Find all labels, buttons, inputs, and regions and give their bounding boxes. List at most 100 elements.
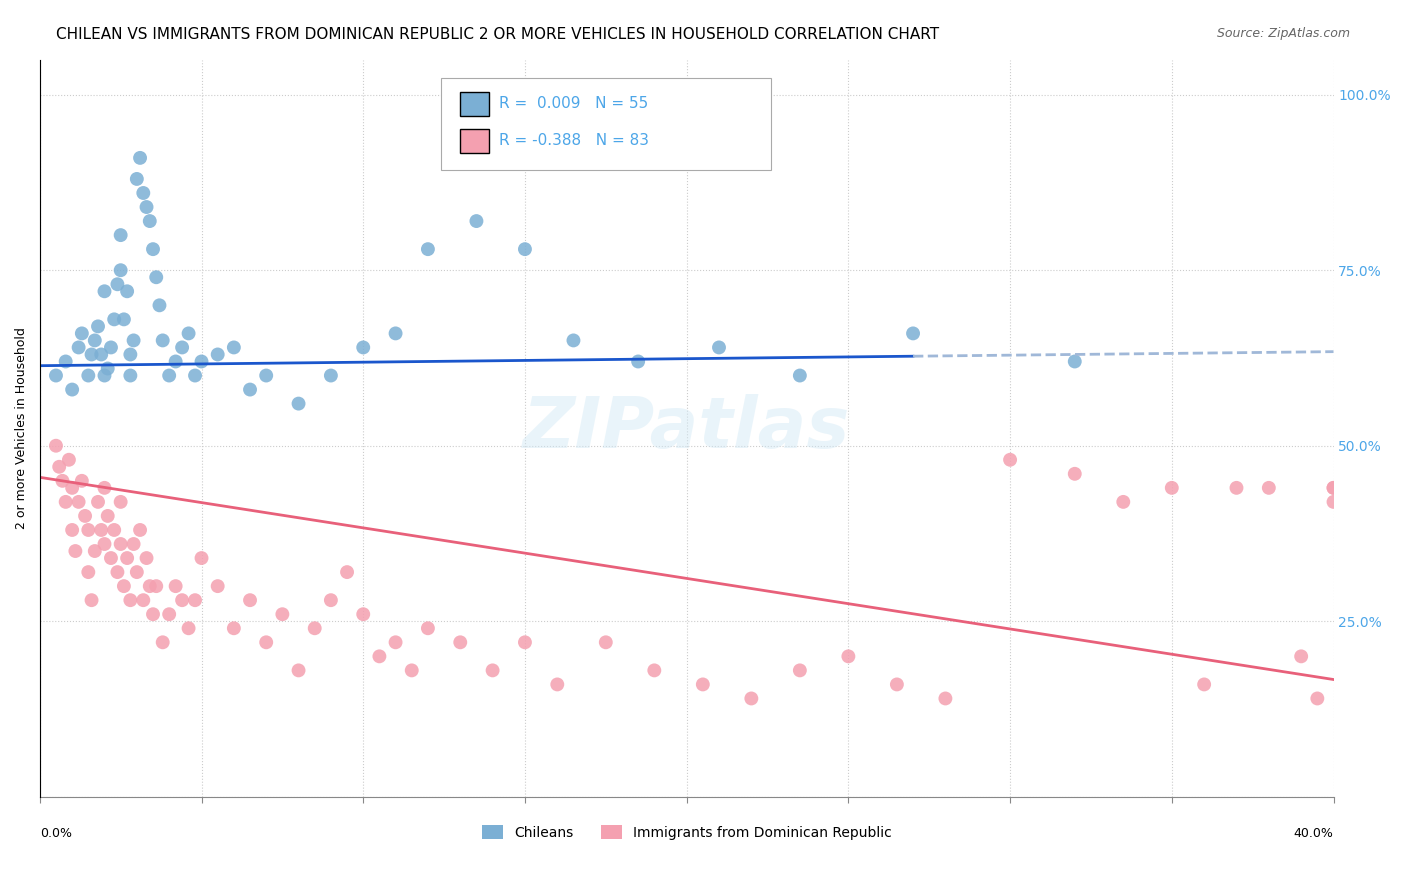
Text: 0.0%: 0.0% [39,827,72,840]
Point [139,214,162,228]
Point [546,677,568,691]
Point [254,368,277,383]
Point [384,326,406,341]
Text: R =  0.009   N = 55: R = 0.009 N = 55 [499,96,648,112]
Point [886,677,908,691]
Point [319,593,342,607]
Point [135,551,157,566]
Point [1063,354,1085,368]
Point [184,593,207,607]
Text: 40.0%: 40.0% [1294,827,1333,840]
Text: Source: ZipAtlas.com: Source: ZipAtlas.com [1216,27,1350,40]
Point [513,242,536,256]
Point [129,151,152,165]
Point [115,285,138,299]
Point [70,474,93,488]
Point [77,565,100,579]
Point [107,277,129,292]
Point [1225,481,1247,495]
Point [481,664,503,678]
Point [55,495,77,509]
Point [67,341,90,355]
Point [368,649,391,664]
Point [100,341,122,355]
Point [51,474,73,488]
Point [1192,677,1215,691]
Point [207,579,229,593]
Point [45,368,67,383]
Text: R = -0.388   N = 83: R = -0.388 N = 83 [499,133,650,148]
Point [110,228,132,243]
Point [112,312,135,326]
Point [80,347,103,361]
Point [271,607,294,622]
Point [60,523,83,537]
Point [595,635,617,649]
Point [132,593,155,607]
Point [562,334,585,348]
Point [190,551,212,566]
Point [157,368,180,383]
Point [80,593,103,607]
Point [115,551,138,566]
Point [77,368,100,383]
Point [222,341,245,355]
Point [75,508,97,523]
Point [384,635,406,649]
Point [120,593,142,607]
Point [165,579,187,593]
Point [1063,467,1085,481]
Point [97,508,120,523]
Point [142,607,165,622]
Point [352,341,374,355]
Point [465,214,488,228]
Point [643,664,665,678]
Legend: Chileans, Immigrants from Dominican Republic: Chileans, Immigrants from Dominican Repu… [477,819,897,845]
Point [254,635,277,649]
Point [1257,481,1279,495]
Point [148,298,170,312]
Point [319,368,342,383]
Point [139,579,162,593]
FancyBboxPatch shape [441,78,770,170]
Point [60,481,83,495]
Point [1322,481,1344,495]
Point [90,347,112,361]
Point [336,565,359,579]
Point [1322,481,1344,495]
Point [55,354,77,368]
Point [67,495,90,509]
Point [83,334,105,348]
Point [172,593,194,607]
Point [934,691,956,706]
Point [58,452,80,467]
Point [93,368,115,383]
Point [401,664,423,678]
Point [97,361,120,376]
Point [70,326,93,341]
Point [87,319,110,334]
Point [1306,691,1329,706]
Point [287,396,309,410]
Point [449,635,471,649]
Point [110,263,132,277]
Point [627,354,650,368]
Point [93,285,115,299]
Text: CHILEAN VS IMMIGRANTS FROM DOMINICAN REPUBLIC 2 OR MORE VEHICLES IN HOUSEHOLD CO: CHILEAN VS IMMIGRANTS FROM DOMINICAN REP… [56,27,939,42]
Point [93,537,115,551]
Point [83,544,105,558]
Point [157,607,180,622]
Point [304,621,326,635]
Point [513,635,536,649]
Point [145,270,167,285]
Point [112,579,135,593]
Point [416,242,439,256]
Point [837,649,859,664]
Y-axis label: 2 or more Vehicles in Household: 2 or more Vehicles in Household [15,327,28,529]
Point [239,383,262,397]
Point [352,607,374,622]
Point [1289,649,1312,664]
Point [145,579,167,593]
Point [239,593,262,607]
Point [77,523,100,537]
